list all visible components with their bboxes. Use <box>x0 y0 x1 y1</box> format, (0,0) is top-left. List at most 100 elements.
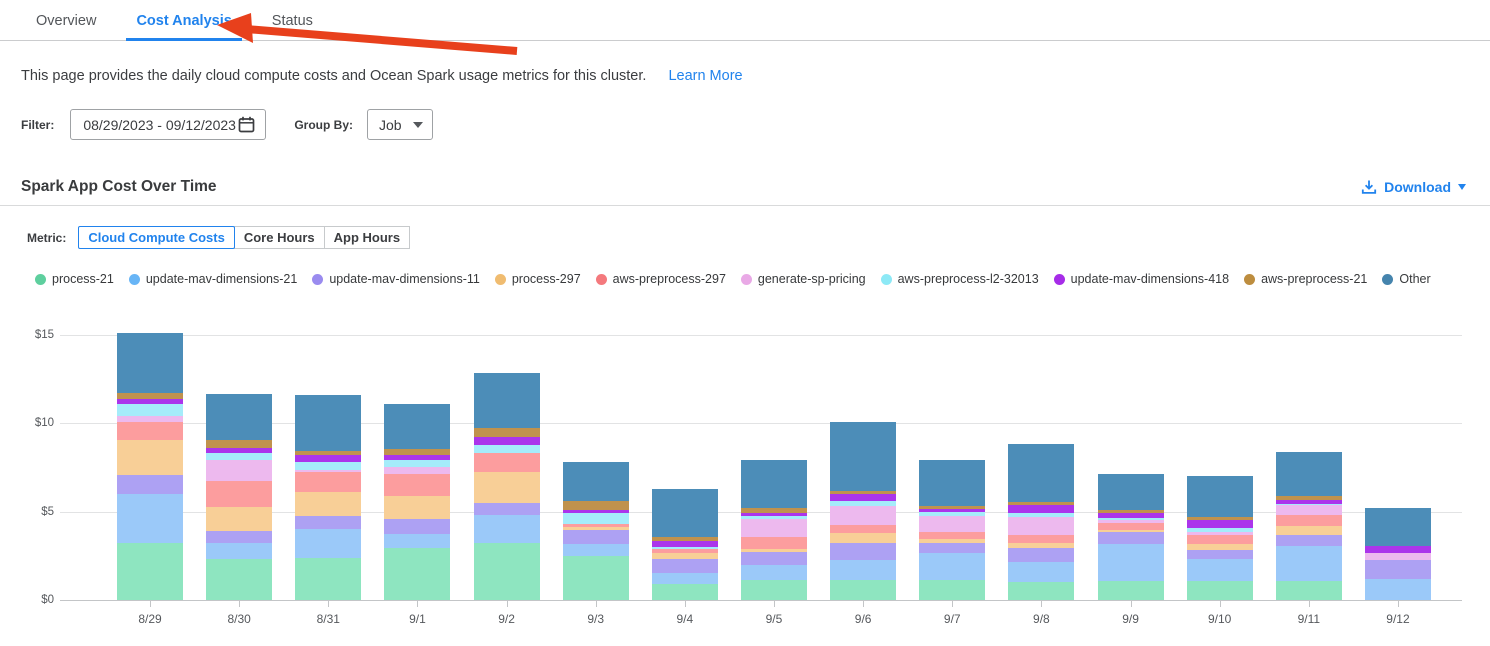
bar-segment-aws-preprocess-297[interactable] <box>1008 535 1075 544</box>
bar-9/2[interactable] <box>473 372 540 600</box>
bar-segment-aws-preprocess-l2-32013[interactable] <box>830 501 897 506</box>
bar-segment-aws-preprocess-297[interactable] <box>384 473 451 496</box>
bar-segment-process-297[interactable] <box>651 553 718 560</box>
bar-segment-process-297[interactable] <box>1186 544 1253 550</box>
bar-9/11[interactable] <box>1275 452 1342 600</box>
bar-segment-Other[interactable] <box>830 421 897 491</box>
bar-segment-aws-preprocess-297[interactable] <box>1275 515 1342 526</box>
bar-segment-update-mav-dimensions-11[interactable] <box>384 518 451 534</box>
bar-segment-update-mav-dimensions-11[interactable] <box>740 552 807 565</box>
bar-segment-update-mav-dimensions-11[interactable] <box>651 559 718 574</box>
bar-segment-aws-preprocess-297[interactable] <box>473 453 540 472</box>
bar-segment-update-mav-dimensions-11[interactable] <box>1364 560 1431 579</box>
bar-segment-process-21[interactable] <box>473 542 540 600</box>
bar-segment-update-mav-dimensions-21[interactable] <box>473 515 540 543</box>
legend-item-update-mav-dimensions-11[interactable]: update-mav-dimensions-11 <box>312 272 480 286</box>
bar-segment-process-297[interactable] <box>919 538 986 544</box>
bar-segment-generate-sp-pricing[interactable] <box>919 516 986 532</box>
bar-segment-aws-preprocess-l2-32013[interactable] <box>651 546 718 549</box>
bar-segment-aws-preprocess-21[interactable] <box>117 393 183 400</box>
bar-segment-update-mav-dimensions-418[interactable] <box>384 455 451 460</box>
bar-segment-aws-preprocess-21[interactable] <box>473 427 540 438</box>
bar-segment-generate-sp-pricing[interactable] <box>384 466 451 474</box>
bar-segment-Other[interactable] <box>206 393 273 441</box>
bar-segment-aws-preprocess-l2-32013[interactable] <box>473 445 540 454</box>
bar-8/30[interactable] <box>206 393 273 600</box>
bar-segment-Other[interactable] <box>1008 443 1075 502</box>
bar-segment-process-297[interactable] <box>295 491 362 517</box>
bar-segment-aws-preprocess-21[interactable] <box>740 508 807 513</box>
bar-9/6[interactable] <box>830 421 897 600</box>
bar-segment-update-mav-dimensions-11[interactable] <box>473 502 540 516</box>
bar-segment-aws-preprocess-21[interactable] <box>206 440 273 449</box>
bar-segment-update-mav-dimensions-418[interactable] <box>562 509 629 513</box>
bar-segment-update-mav-dimensions-21[interactable] <box>206 542 273 559</box>
bar-segment-generate-sp-pricing[interactable] <box>830 505 897 526</box>
bar-segment-aws-preprocess-297[interactable] <box>740 537 807 549</box>
legend-item-aws-preprocess-297[interactable]: aws-preprocess-297 <box>595 272 726 286</box>
bar-segment-update-mav-dimensions-21[interactable] <box>919 553 986 581</box>
bar-segment-update-mav-dimensions-418[interactable] <box>206 448 273 453</box>
bar-segment-update-mav-dimensions-11[interactable] <box>919 543 986 554</box>
legend-item-aws-preprocess-21[interactable]: aws-preprocess-21 <box>1244 272 1367 286</box>
bar-segment-process-21[interactable] <box>651 584 718 600</box>
bar-segment-aws-preprocess-297[interactable] <box>117 421 183 441</box>
bar-segment-update-mav-dimensions-21[interactable] <box>1275 546 1342 582</box>
bar-segment-Other[interactable] <box>295 395 362 452</box>
bar-segment-update-mav-dimensions-418[interactable] <box>1097 513 1164 518</box>
legend-item-aws-preprocess-l2-32013[interactable]: aws-preprocess-l2-32013 <box>880 272 1039 286</box>
bar-segment-aws-preprocess-l2-32013[interactable] <box>117 403 183 417</box>
bar-segment-update-mav-dimensions-418[interactable] <box>1275 500 1342 504</box>
bar-segment-process-21[interactable] <box>206 558 273 600</box>
bar-segment-generate-sp-pricing[interactable] <box>1097 520 1164 524</box>
bar-segment-update-mav-dimensions-418[interactable] <box>740 512 807 517</box>
bar-segment-aws-preprocess-21[interactable] <box>1186 516 1253 521</box>
bar-segment-Other[interactable] <box>1186 476 1253 517</box>
bar-segment-aws-preprocess-297[interactable] <box>1097 523 1164 531</box>
bar-segment-update-mav-dimensions-418[interactable] <box>919 508 986 512</box>
bar-segment-generate-sp-pricing[interactable] <box>740 518 807 538</box>
bar-segment-aws-preprocess-21[interactable] <box>830 490 897 495</box>
bar-segment-aws-preprocess-21[interactable] <box>295 451 362 456</box>
bar-9/9[interactable] <box>1097 473 1164 600</box>
bar-segment-aws-preprocess-l2-32013[interactable] <box>1008 512 1075 517</box>
bar-segment-aws-preprocess-297[interactable] <box>830 525 897 534</box>
bar-segment-update-mav-dimensions-11[interactable] <box>1097 531 1164 545</box>
bar-segment-aws-preprocess-l2-32013[interactable] <box>384 459 451 467</box>
metric-cloud-compute-costs[interactable]: Cloud Compute Costs <box>78 226 235 249</box>
bar-segment-aws-preprocess-21[interactable] <box>1275 495 1342 501</box>
bar-segment-update-mav-dimensions-11[interactable] <box>830 542 897 560</box>
metric-core-hours[interactable]: Core Hours <box>233 226 325 249</box>
bar-segment-process-21[interactable] <box>1275 581 1342 600</box>
download-button[interactable]: Download <box>1361 179 1466 195</box>
bar-segment-process-21[interactable] <box>117 543 183 600</box>
bar-segment-Other[interactable] <box>740 460 807 509</box>
group-by-select[interactable]: Job <box>367 109 434 140</box>
bar-segment-process-21[interactable] <box>1186 581 1253 600</box>
bar-segment-update-mav-dimensions-21[interactable] <box>740 564 807 580</box>
tab-status[interactable]: Status <box>271 13 313 29</box>
bar-segment-process-21[interactable] <box>384 548 451 600</box>
bar-segment-update-mav-dimensions-21[interactable] <box>1364 578 1431 600</box>
bar-segment-process-21[interactable] <box>295 558 362 600</box>
bar-segment-aws-preprocess-297[interactable] <box>651 548 718 554</box>
bar-9/1[interactable] <box>384 403 451 600</box>
bar-segment-aws-preprocess-l2-32013[interactable] <box>1275 503 1342 506</box>
bar-segment-update-mav-dimensions-418[interactable] <box>1364 546 1431 554</box>
legend-item-Other[interactable]: Other <box>1382 272 1431 286</box>
bar-segment-Other[interactable] <box>1097 473 1164 510</box>
bar-segment-update-mav-dimensions-11[interactable] <box>206 531 273 543</box>
bar-segment-update-mav-dimensions-21[interactable] <box>295 529 362 559</box>
bar-segment-aws-preprocess-l2-32013[interactable] <box>562 512 629 524</box>
bar-segment-update-mav-dimensions-21[interactable] <box>1008 561 1075 583</box>
bar-segment-update-mav-dimensions-11[interactable] <box>1008 547 1075 562</box>
bar-segment-update-mav-dimensions-418[interactable] <box>651 540 718 547</box>
bar-segment-update-mav-dimensions-21[interactable] <box>117 493 183 544</box>
bar-segment-process-297[interactable] <box>1275 525 1342 535</box>
bar-segment-process-297[interactable] <box>740 548 807 553</box>
bar-segment-update-mav-dimensions-418[interactable] <box>1186 520 1253 529</box>
bar-segment-generate-sp-pricing[interactable] <box>206 459 273 482</box>
bar-segment-aws-preprocess-297[interactable] <box>919 531 986 539</box>
legend-item-generate-sp-pricing[interactable]: generate-sp-pricing <box>740 272 866 286</box>
bar-segment-aws-preprocess-21[interactable] <box>1008 501 1075 506</box>
